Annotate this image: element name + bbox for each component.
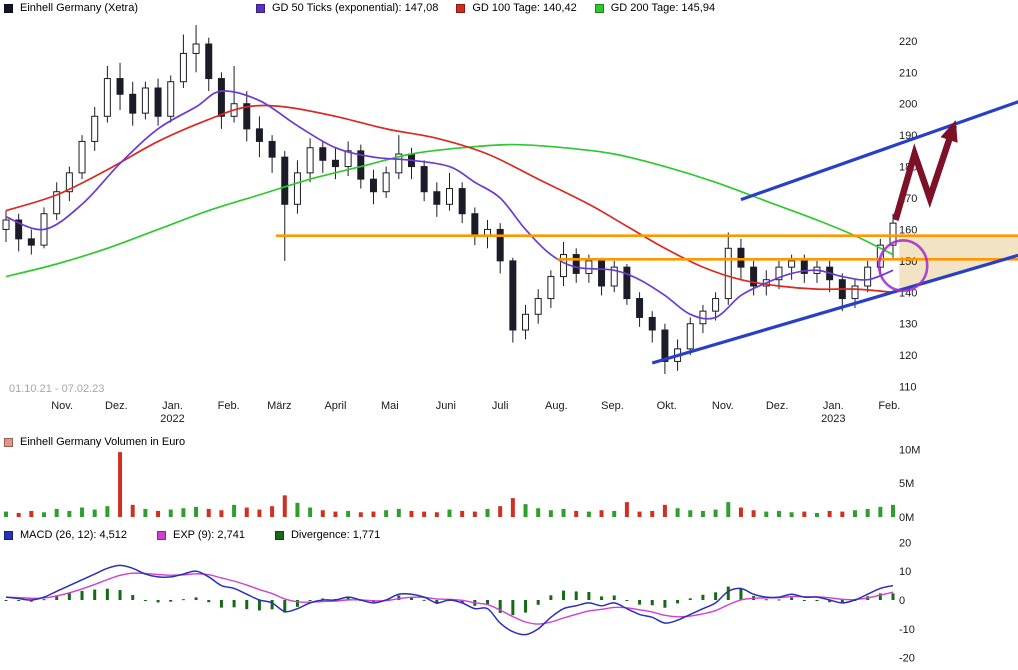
main-chart-legend: Einhell Germany (Xetra) GD 50 Ticks (exp… xyxy=(4,2,733,14)
svg-text:März: März xyxy=(267,400,291,412)
volume-color-swatch xyxy=(4,437,13,447)
legend-item-instrument: Einhell Germany (Xetra) xyxy=(4,2,138,14)
svg-text:Juni: Juni xyxy=(436,400,456,412)
svg-text:110: 110 xyxy=(899,382,917,394)
highlight-region xyxy=(899,235,1018,290)
divergence-label: Divergence: 1,771 xyxy=(290,529,381,541)
volume-bars xyxy=(4,452,895,517)
date-range-label: 01.10.21 - 07.02.23 xyxy=(9,383,105,395)
svg-text:Sep.: Sep. xyxy=(601,400,624,412)
gd200-label: GD 200 Tage: 145,94 xyxy=(610,2,716,14)
legend-item-exp: EXP (9): 2,741 xyxy=(157,529,245,541)
svg-text:Juli: Juli xyxy=(492,400,509,412)
svg-text:Jan.: Jan. xyxy=(823,400,844,412)
svg-text:Dez.: Dez. xyxy=(766,400,789,412)
svg-text:April: April xyxy=(324,400,346,412)
svg-text:Feb.: Feb. xyxy=(878,400,900,412)
svg-text:Feb.: Feb. xyxy=(218,400,240,412)
legend-item-gd200: GD 200 Tage: 145,94 xyxy=(594,2,716,14)
svg-text:220: 220 xyxy=(899,36,917,48)
svg-text:Mai: Mai xyxy=(381,400,399,412)
gd100-line xyxy=(5,104,894,294)
trend-arrow xyxy=(892,124,957,221)
svg-text:150: 150 xyxy=(899,256,917,268)
volume-legend: Einhell Germany Volumen in Euro xyxy=(4,436,203,448)
gd200-line xyxy=(5,143,894,278)
svg-text:Jan.: Jan. xyxy=(162,400,183,412)
focus-ellipse xyxy=(877,239,929,293)
gd200-color-swatch xyxy=(594,3,604,13)
svg-text:Aug.: Aug. xyxy=(545,400,568,412)
svg-text:130: 130 xyxy=(899,319,917,331)
svg-text:-10: -10 xyxy=(899,624,915,636)
volume-label: Einhell Germany Volumen in Euro xyxy=(20,436,186,448)
gd50-label: GD 50 Ticks (exponential): 147,08 xyxy=(272,2,439,14)
macd-signal-line xyxy=(5,572,894,625)
volume-axis-labels: 0M 5M 10M xyxy=(899,444,920,524)
svg-text:Okt.: Okt. xyxy=(657,400,677,412)
legend-item-gd50: GD 50 Ticks (exponential): 147,08 xyxy=(256,2,438,14)
svg-text:5M: 5M xyxy=(899,478,914,490)
svg-text:Dez.: Dez. xyxy=(105,400,128,412)
svg-text:120: 120 xyxy=(899,350,917,362)
svg-text:200: 200 xyxy=(899,99,917,111)
gd50-color-swatch xyxy=(256,3,265,13)
legend-item-macd: MACD (26, 12): 4,512 xyxy=(4,529,127,541)
legend-item-volume: Einhell Germany Volumen in Euro xyxy=(4,436,185,448)
divergence-color-swatch xyxy=(274,530,284,540)
svg-text:0M: 0M xyxy=(899,512,914,524)
macd-legend: MACD (26, 12): 4,512 EXP (9): 2,741 Dive… xyxy=(4,529,398,541)
gd50-line xyxy=(5,90,894,320)
svg-text:10: 10 xyxy=(899,566,911,578)
trend-channel-lower xyxy=(651,253,1018,365)
svg-text:2023: 2023 xyxy=(821,413,845,425)
exp-color-swatch xyxy=(157,530,166,540)
gd100-label: GD 100 Tage: 140,42 xyxy=(472,2,577,14)
svg-text:-20: -20 xyxy=(899,653,915,665)
svg-text:10M: 10M xyxy=(899,444,920,456)
instrument-color-swatch xyxy=(4,3,13,13)
gd100-color-swatch xyxy=(456,3,466,13)
trend-channel-upper xyxy=(740,100,1018,202)
legend-item-gd100: GD 100 Tage: 140,42 xyxy=(456,2,577,14)
trend-arrow-head xyxy=(940,120,958,143)
instrument-label: Einhell Germany (Xetra) xyxy=(20,2,138,14)
svg-text:160: 160 xyxy=(899,224,917,236)
exp-label: EXP (9): 2,741 xyxy=(173,529,245,541)
candlesticks xyxy=(2,25,897,374)
svg-text:20: 20 xyxy=(899,537,911,549)
svg-text:0: 0 xyxy=(899,595,905,607)
macd-label: MACD (26, 12): 4,512 xyxy=(20,529,127,541)
svg-text:210: 210 xyxy=(899,67,917,79)
macd-divergence-bars xyxy=(4,586,895,616)
macd-color-swatch xyxy=(4,530,13,540)
svg-text:2022: 2022 xyxy=(160,413,184,425)
x-axis-labels: Nov. Dez. Jan. Feb. März April Mai Juni Juli Aug.… xyxy=(51,400,900,425)
svg-text:Nov.: Nov. xyxy=(712,400,734,412)
macd-line xyxy=(5,564,894,636)
svg-text:Nov.: Nov. xyxy=(51,400,73,412)
legend-item-divergence: Divergence: 1,771 xyxy=(274,529,381,541)
macd-axis-labels: 20 10 0 -10 -20 xyxy=(899,537,915,664)
